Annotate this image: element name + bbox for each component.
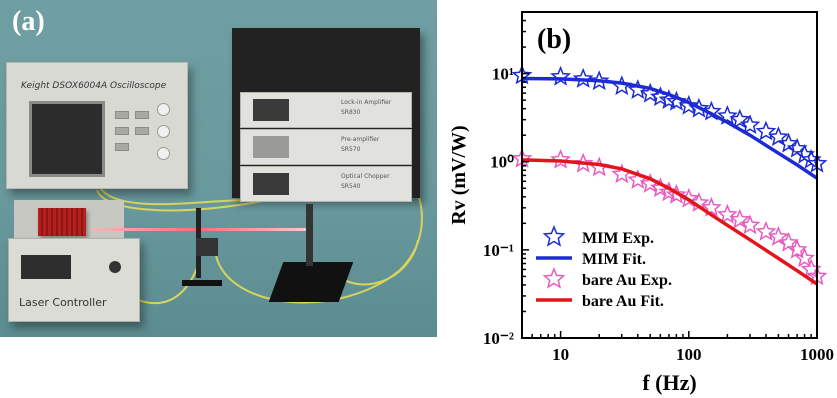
y-axis-label: Rv (mV/W) [448, 125, 470, 224]
legend-marker [542, 267, 566, 289]
data-point [665, 183, 687, 204]
legend-label: MIM Fit. [582, 251, 646, 268]
y-tick-label: 10⁻¹ [483, 241, 514, 260]
data-point [716, 203, 738, 224]
data-point [550, 65, 572, 86]
panel-b-letter: (b) [537, 24, 571, 55]
screen-stand-base [268, 262, 354, 302]
legend-label: bare Au Fit. [582, 293, 664, 310]
data-point [755, 120, 777, 141]
optical-chopper: Optical Chopper SR540 [240, 166, 412, 202]
chopper-display [253, 173, 289, 195]
y-tick-label: 10⁻² [483, 329, 514, 348]
chart-panel: (b) 10 100 1000 10⁻² 10⁻¹ 10⁰ 10¹ f (Hz) Rv (mV/W… [437, 0, 837, 398]
laser-display [21, 255, 71, 279]
oscilloscope-label: Keight DSOX6004A Oscilloscope [21, 81, 167, 91]
x-tick-label: 100 [676, 345, 702, 364]
data-point [700, 196, 722, 217]
oscilloscope-screen [29, 101, 105, 177]
lockin-model: SR830 [341, 109, 361, 116]
oscilloscope-button [115, 143, 129, 151]
sample-holder [196, 238, 218, 256]
y-tick-label: 10¹ [492, 65, 514, 84]
preamp-model: SR570 [341, 146, 361, 153]
oscilloscope-button [135, 127, 149, 135]
oscilloscope-knob [157, 125, 170, 138]
lockin-label: Lock-in Amplifier [341, 99, 392, 106]
data-point [739, 214, 761, 235]
laser-head [38, 208, 86, 236]
legend-label: bare Au Exp. [582, 272, 672, 289]
oscilloscope-button [115, 111, 129, 119]
data-point [729, 108, 751, 129]
data-point [739, 114, 761, 134]
data-point [550, 148, 572, 169]
oscilloscope-knob [157, 147, 170, 160]
instrument-rack: Lock-in Amplifier SR830 Pre-amplifier SR… [232, 28, 420, 202]
x-axis-label: f (Hz) [642, 370, 696, 395]
data-point [794, 247, 815, 268]
data-point [572, 67, 594, 88]
x-tick-label: 10 [552, 345, 569, 364]
x-tick-label: 1000 [800, 345, 834, 364]
y-tick-label: 10⁰ [490, 153, 514, 172]
oscilloscope-button [135, 111, 149, 119]
series-line [521, 76, 818, 180]
data-point [767, 226, 789, 246]
data-point [767, 126, 789, 146]
preamp-label: Pre-amplifier [341, 136, 380, 143]
panel-a-letter: (a) [12, 6, 45, 37]
data-point [786, 238, 808, 259]
laser-controller-label: Laser Controller [19, 296, 107, 309]
beam-screen [306, 204, 313, 266]
setup-photo-panel: Keight DSOX6004A Oscilloscope Lock-in Am… [0, 0, 437, 337]
chopper-model: SR540 [341, 183, 361, 190]
data-point [755, 220, 777, 241]
data-point [678, 94, 700, 115]
preamp-panel [253, 136, 289, 158]
plot-frame [521, 11, 818, 339]
series-line [521, 158, 818, 286]
lockin-amplifier: Lock-in Amplifier SR830 [240, 92, 412, 128]
preamplifier: Pre-amplifier SR570 [240, 129, 412, 165]
oscilloscope-button [115, 127, 129, 135]
data-point [778, 132, 799, 153]
lockin-display [253, 99, 289, 121]
chopper-label: Optical Chopper [341, 173, 390, 180]
legend-label: MIM Exp. [582, 230, 654, 247]
laser-knob [109, 261, 121, 273]
sample-stand-base [182, 280, 222, 286]
oscilloscope-knob [157, 103, 170, 116]
oscilloscope: Keight DSOX6004A Oscilloscope [6, 62, 188, 189]
laser-controller: Laser Controller [8, 238, 140, 322]
responsivity-chart: (b) 10 100 1000 10⁻² 10⁻¹ 10⁰ 10¹ f (Hz) Rv (mV/W… [448, 11, 834, 395]
legend-marker [542, 225, 566, 247]
data-point [588, 70, 610, 91]
data-point [716, 105, 738, 125]
data-point [729, 208, 751, 229]
